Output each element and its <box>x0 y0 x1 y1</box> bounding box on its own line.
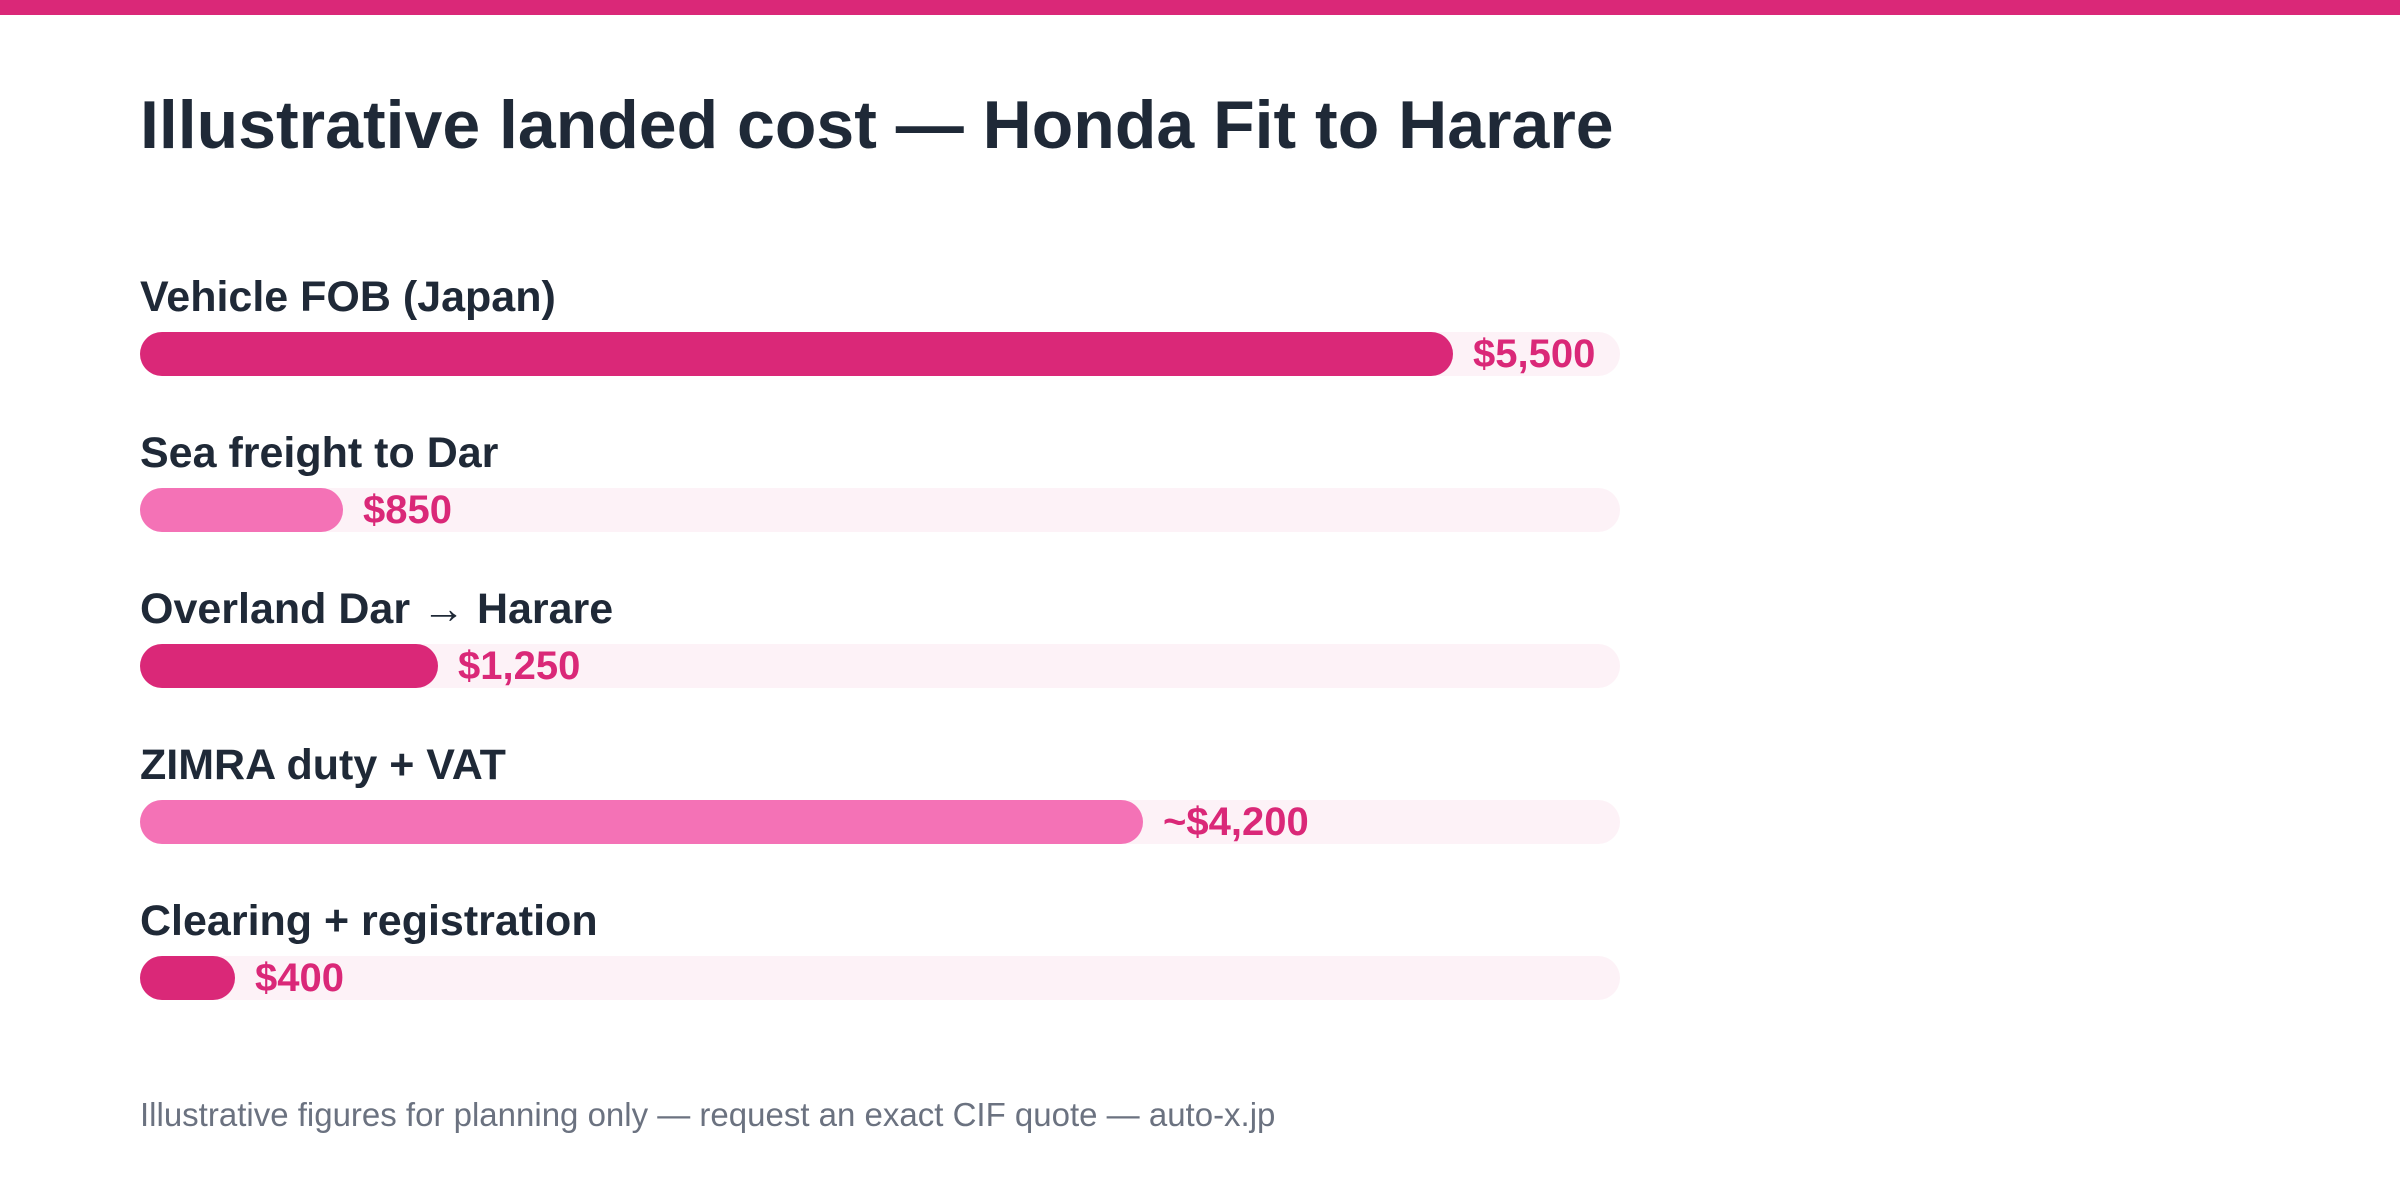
category-label: Clearing + registration <box>140 897 598 945</box>
bar-track: $1,250 <box>140 644 1620 688</box>
category-label: Overland Dar → Harare <box>140 585 614 633</box>
bar-value-label: $5,500 <box>1473 332 1596 376</box>
category-label: Vehicle FOB (Japan) <box>140 273 556 321</box>
bar-row: ZIMRA duty + VAT ~$4,200 <box>140 738 1620 894</box>
bar-value-label: $850 <box>363 488 452 532</box>
bar-row: Sea freight to Dar $850 <box>140 426 1620 582</box>
bar-row: Overland Dar → Harare $1,250 <box>140 582 1620 738</box>
bar-chart: Vehicle FOB (Japan) $5,500 Sea freight to … <box>140 270 1620 1050</box>
bar-track: $5,500 <box>140 332 1620 376</box>
bar-value-label: $400 <box>255 956 344 1000</box>
top-accent-stripe <box>0 0 2400 15</box>
bar-track: ~$4,200 <box>140 800 1620 844</box>
bar-row: Clearing + registration $400 <box>140 894 1620 1050</box>
bar-value-label: $1,250 <box>458 644 581 688</box>
bar-value-label: ~$4,200 <box>1163 800 1309 844</box>
bar <box>140 488 343 532</box>
bar-track: $850 <box>140 488 1620 532</box>
bar-track: $400 <box>140 956 1620 1000</box>
category-label: Sea freight to Dar <box>140 429 499 477</box>
bar <box>140 644 438 688</box>
category-label: ZIMRA duty + VAT <box>140 741 506 789</box>
bar <box>140 332 1453 376</box>
bar <box>140 800 1143 844</box>
chart-title: Illustrative landed cost — Honda Fit to … <box>140 87 1614 163</box>
footnote: Illustrative figures for planning only —… <box>140 1096 1276 1133</box>
bar <box>140 956 235 1000</box>
bar-row: Vehicle FOB (Japan) $5,500 <box>140 270 1620 426</box>
